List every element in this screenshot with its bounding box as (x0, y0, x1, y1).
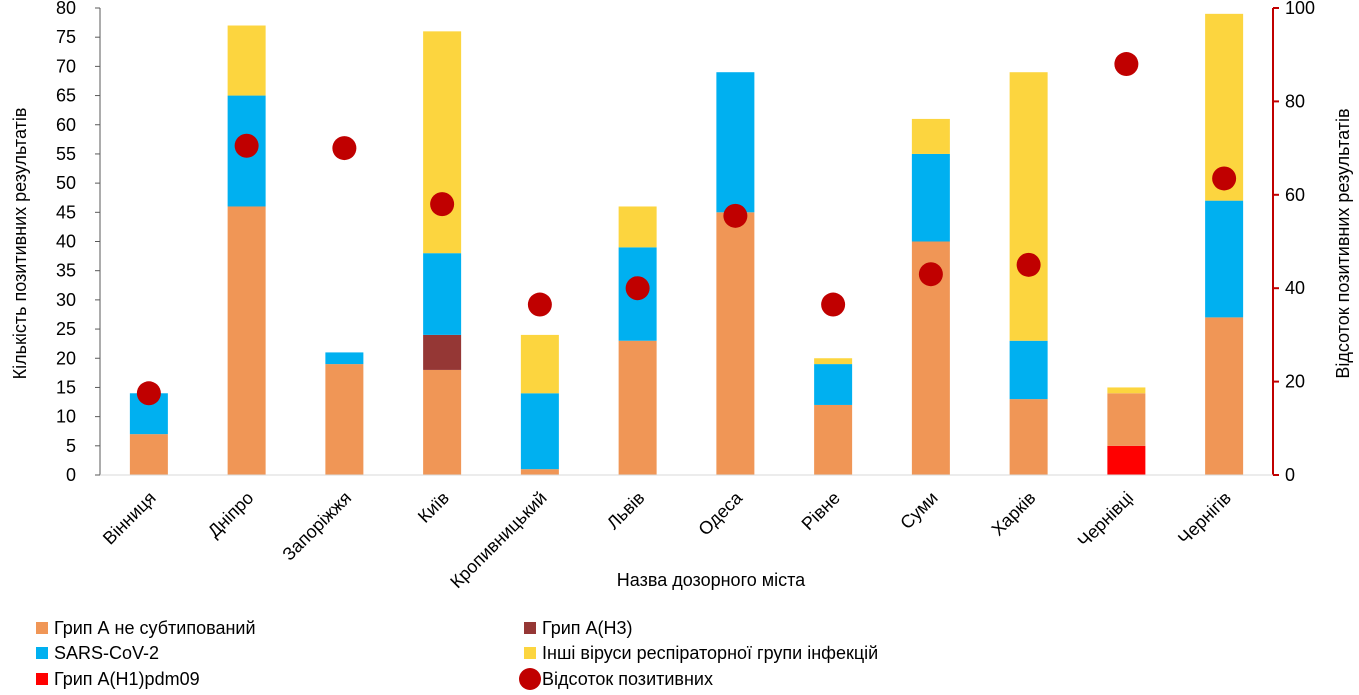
bar-segment (911, 153, 950, 242)
legend-label: SARS-CoV-2 (54, 643, 159, 663)
left-tick-label: 0 (66, 465, 76, 485)
category-label: Львів (603, 488, 648, 533)
legend-marker (519, 668, 541, 690)
left-tick-label: 20 (56, 348, 76, 368)
bar-segment (227, 25, 266, 96)
percent-marker (918, 262, 943, 287)
bar-segment (423, 253, 462, 335)
bar-segment (423, 31, 462, 254)
bar-segment (520, 393, 559, 470)
left-tick-label: 25 (56, 319, 76, 339)
bar-segment (618, 206, 657, 248)
y2-axis-title: Відсоток позитивних результатів (1333, 108, 1353, 378)
percent-marker (1212, 166, 1237, 191)
category-label: Суми (896, 488, 941, 533)
legend-swatch (36, 622, 48, 634)
bar-segment (1009, 399, 1048, 475)
percent-marker (625, 276, 650, 301)
bar-segment (814, 404, 853, 475)
axes-layer (99, 8, 1274, 476)
category-label: Чернігів (1174, 488, 1235, 549)
legend-swatch (524, 647, 536, 659)
left-tick-label: 35 (56, 261, 76, 281)
legend: Грип А не субтипований Грип А(H3) SARS-CoV… (36, 618, 878, 690)
left-tick-label: 40 (56, 232, 76, 252)
legend-swatch (36, 647, 48, 659)
right-tick-label: 80 (1285, 91, 1305, 111)
left-tick-label: 60 (56, 115, 76, 135)
category-label: Вінниця (99, 488, 160, 549)
category-label: Запоріжжя (278, 488, 355, 565)
left-tick-label: 55 (56, 144, 76, 164)
percent-marker (136, 381, 161, 406)
bar-segment (1009, 340, 1048, 400)
right-tick-label: 100 (1285, 0, 1315, 18)
left-tick-label: 80 (56, 0, 76, 18)
bar-segment (911, 118, 950, 154)
right-tick-label: 60 (1285, 185, 1305, 205)
bar-segment (1107, 387, 1146, 394)
legend-label: Грип А(H3) (542, 618, 633, 638)
bar-segment (814, 358, 853, 365)
category-label: Одеса (694, 487, 746, 539)
x-axis-title: Назва дозорного міста (617, 570, 806, 590)
bar-segment (423, 369, 462, 475)
percent-marker (430, 192, 455, 217)
bar-segment (227, 206, 266, 475)
bar-segment (716, 212, 755, 475)
legend-label: Інші віруси респіраторної групи інфекцій (542, 643, 878, 663)
bar-segment (1205, 200, 1244, 318)
right-tick-label: 0 (1285, 465, 1295, 485)
bar-segment (129, 434, 168, 475)
percent-marker (332, 136, 357, 161)
category-label: Чернівці (1074, 488, 1138, 552)
legend-label: Грип А(H1)pdm09 (54, 669, 200, 689)
bar-segment (1205, 317, 1244, 475)
right-tick-label: 40 (1285, 278, 1305, 298)
legend-label: Відсоток позитивних (542, 669, 713, 689)
category-label: Дніпро (204, 488, 258, 542)
percent-marker (723, 203, 748, 228)
category-label: Харків (988, 488, 1040, 540)
percent-marker (821, 292, 846, 317)
bars-layer (129, 13, 1244, 475)
bar-segment (1107, 445, 1146, 475)
left-tick-label: 30 (56, 290, 76, 310)
percent-marker (1114, 52, 1139, 77)
right-tick-label: 20 (1285, 372, 1305, 392)
left-tick-label: 75 (56, 27, 76, 47)
percent-marker (527, 292, 552, 317)
left-tick-label: 45 (56, 202, 76, 222)
bar-segment (716, 72, 755, 213)
bar-segment (325, 364, 364, 475)
category-label: Кропивницький (446, 488, 550, 592)
bar-segment (423, 334, 462, 370)
right-axis-ticks: 0 20 40 60 80 100 (1273, 0, 1315, 485)
left-tick-label: 50 (56, 173, 76, 193)
category-label: Рівне (798, 488, 844, 534)
left-axis-ticks: 0 5 10 15 20 25 30 35 40 45 50 55 60 65 70 75 80 (56, 0, 100, 485)
bar-segment (618, 340, 657, 475)
bar-segment (325, 352, 364, 365)
left-tick-label: 15 (56, 377, 76, 397)
percent-marker (234, 133, 259, 158)
bar-segment (1009, 72, 1048, 341)
y-axis-title: Кількість позитивних результатів (10, 108, 30, 380)
bar-segment (520, 334, 559, 394)
category-label: Київ (414, 488, 453, 527)
legend-swatch (524, 622, 536, 634)
percent-markers-layer (136, 52, 1237, 406)
left-tick-label: 10 (56, 407, 76, 427)
percent-marker (1016, 252, 1041, 277)
bar-segment (1107, 393, 1146, 446)
legend-label: Грип А не субтипований (54, 618, 256, 638)
legend-swatch (36, 673, 48, 685)
bar-segment (814, 364, 853, 405)
left-tick-label: 5 (66, 436, 76, 456)
left-tick-label: 70 (56, 56, 76, 76)
bar-segment (520, 469, 559, 475)
left-tick-label: 65 (56, 86, 76, 106)
